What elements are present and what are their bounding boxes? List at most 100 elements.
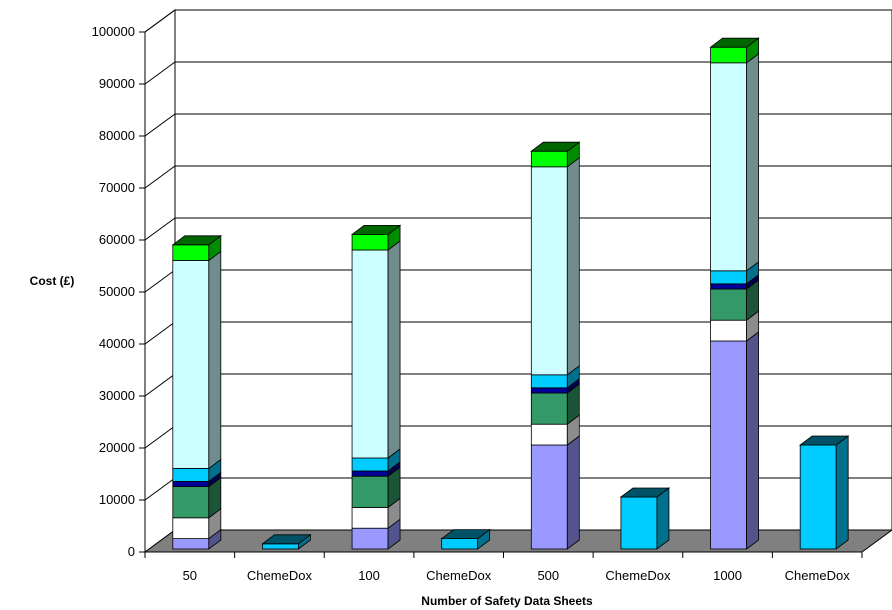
bar-segment-front xyxy=(620,496,658,550)
bar-segment-front xyxy=(351,457,389,472)
bar-segment-front xyxy=(530,392,568,425)
bar-segment-front xyxy=(172,244,210,261)
bars xyxy=(171,37,850,550)
bar-segment-front xyxy=(710,270,747,285)
y-tick-label: 100000 xyxy=(92,24,135,39)
y-tick-label: 50000 xyxy=(99,284,135,299)
bar-segment-side xyxy=(387,240,401,459)
bar-segment xyxy=(351,466,401,509)
bar-segment-front xyxy=(710,283,747,290)
bar-segment-side xyxy=(656,487,670,550)
y-tick-label: 0 xyxy=(128,544,135,559)
bar-segment-front xyxy=(530,423,568,446)
bar-segment xyxy=(351,518,401,550)
gridline-side xyxy=(144,165,176,189)
bar-segment-top xyxy=(619,487,671,498)
bar-segment-top xyxy=(709,37,760,48)
y-tick-label: 20000 xyxy=(99,440,135,455)
chart-walls xyxy=(143,9,892,553)
y-tick-label: 30000 xyxy=(99,388,135,403)
bar-segment xyxy=(350,224,402,251)
x-tick-label: 100 xyxy=(358,568,380,583)
bar-segment-front xyxy=(172,480,210,487)
bar-segment xyxy=(710,310,759,342)
bar-segment-top xyxy=(261,534,312,545)
bar-segment xyxy=(440,528,491,550)
bar-segment-front xyxy=(710,340,747,550)
bar-segment-front xyxy=(351,475,389,508)
bar-segment-front xyxy=(172,517,210,539)
bar-segment-front xyxy=(710,46,747,64)
bar-segment-front xyxy=(530,387,568,394)
bar-segment-front xyxy=(351,470,389,477)
y-tick-label: 60000 xyxy=(99,232,135,247)
bar-segment-side xyxy=(566,435,580,550)
floor xyxy=(143,529,892,553)
bar-segment xyxy=(709,37,760,64)
bar-segment-front xyxy=(351,527,389,550)
bar-segment-front xyxy=(172,486,210,519)
labels: 50 ChemeDox 100 ChemeDox 500 ChemeDox 1000 Chem… xyxy=(183,568,851,583)
gridline-side xyxy=(144,217,176,241)
x-tick-label: ChemeDox xyxy=(247,568,313,583)
bar-segment-front xyxy=(172,467,210,482)
bar-segment-front xyxy=(441,538,479,550)
bar-segment xyxy=(530,141,581,168)
bar-segment-front xyxy=(172,538,210,550)
gridline-side xyxy=(144,373,176,397)
gridline-side xyxy=(144,321,176,345)
gridline-side xyxy=(144,425,176,449)
bar-segment xyxy=(710,52,759,272)
x-tick-label: ChemeDox xyxy=(426,568,492,583)
bar-segment xyxy=(351,240,401,459)
x-tick-label: 500 xyxy=(537,568,559,583)
bar-segment-front xyxy=(172,259,210,469)
bar-segment xyxy=(710,279,759,322)
bar-segment xyxy=(530,435,580,550)
bar-segment-front xyxy=(351,506,389,529)
axes: 0 10000 20000 30000 40000 50000 60000 70000 8000… xyxy=(92,24,863,559)
bar-segment-top xyxy=(171,235,223,246)
bar-segment xyxy=(261,533,312,550)
gridline-side xyxy=(144,269,176,293)
bar-segment xyxy=(171,235,223,262)
bar-segment xyxy=(530,414,580,446)
x-tick-label: ChemeDox xyxy=(785,568,851,583)
bar-segment-top xyxy=(440,529,491,539)
bar-segment xyxy=(351,497,401,530)
gridline-side xyxy=(144,9,176,33)
bar-segment-front xyxy=(710,62,747,272)
bar-segment xyxy=(530,383,580,426)
x-axis-title: Number of Safety Data Sheets xyxy=(421,594,593,608)
bar-segment-side xyxy=(746,52,759,272)
bar-segment xyxy=(172,458,222,483)
bar-segment-front xyxy=(262,543,299,550)
y-tick-label: 10000 xyxy=(99,492,135,507)
bar-segment xyxy=(619,487,671,550)
bar-segment-side xyxy=(835,435,849,550)
x-tick-label: 1000 xyxy=(713,568,742,583)
bar-segment-front xyxy=(530,150,568,168)
y-tick-label: 70000 xyxy=(99,180,135,195)
bar-segment-top xyxy=(530,141,581,152)
bar-segment-front xyxy=(799,444,837,550)
y-tick-label: 40000 xyxy=(99,336,135,351)
bar-segment-front xyxy=(351,249,389,459)
bar-segment-front xyxy=(351,233,389,251)
bar-segment xyxy=(710,331,759,550)
gridline-side xyxy=(144,61,176,85)
bar-segment-side xyxy=(208,250,222,470)
bar-segment-side xyxy=(746,331,759,550)
bar-segment xyxy=(172,250,222,470)
bar-segment-side xyxy=(566,157,580,376)
bar-segment-top xyxy=(798,435,850,446)
bar-segment-front xyxy=(530,374,568,389)
bar-segment-top xyxy=(350,224,402,235)
gridline-side xyxy=(144,113,176,137)
y-axis-title: Cost (£) xyxy=(30,274,75,288)
bar-segment xyxy=(710,260,759,285)
bar-segment-front xyxy=(710,288,747,321)
bar-segment-front xyxy=(710,319,747,342)
